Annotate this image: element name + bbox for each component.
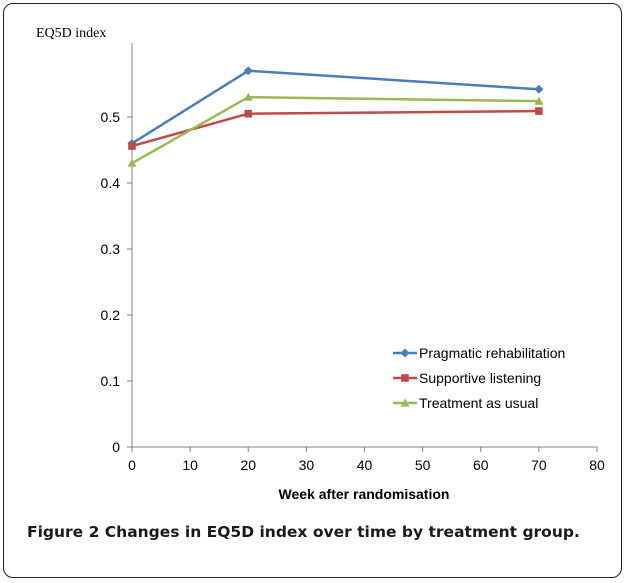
series-treatment-as-usual — [127, 92, 544, 167]
data-point — [244, 109, 253, 118]
data-point — [243, 66, 253, 76]
x-tick-label: 40 — [357, 457, 373, 473]
x-tick-label: 10 — [182, 457, 198, 473]
x-axis-label: Week after randomisation — [279, 486, 450, 502]
legend-marker — [400, 348, 410, 358]
series-line — [131, 69, 539, 145]
data-point — [127, 158, 137, 167]
figure-caption: Figure 2 Changes in EQ5D index over time… — [27, 523, 617, 541]
legend-item: Pragmatic rehabilitation — [393, 345, 565, 361]
y-tick-label: 0.1 — [101, 373, 121, 389]
x-tick-label: 50 — [415, 457, 431, 473]
x-tick-label: 60 — [473, 457, 489, 473]
series-pragmatic-rehabilitation — [127, 66, 544, 148]
legend-marker — [400, 398, 410, 407]
x-tick-label: 30 — [299, 457, 315, 473]
caption-label: Figure 2 — [27, 523, 100, 541]
legend-label: Treatment as usual — [419, 395, 538, 411]
y-ticks: 0 0.1 0.2 0.3 0.4 0.5 — [101, 109, 132, 455]
legend: Pragmatic rehabilitation Supportive liste… — [393, 345, 565, 411]
y-tick-label: 0.3 — [101, 241, 121, 257]
caption-text: Changes in EQ5D index over time by treat… — [104, 523, 580, 541]
x-tick-label: 0 — [128, 457, 136, 473]
x-tick-label: 70 — [531, 457, 547, 473]
y-tick-label: 0.5 — [101, 109, 121, 125]
legend-item: Supportive listening — [393, 370, 541, 386]
y-tick-label: 0.4 — [101, 175, 121, 191]
y-tick-label: 0 — [112, 439, 120, 455]
legend-label: Pragmatic rehabilitation — [419, 345, 565, 361]
data-point — [128, 142, 136, 150]
data-point — [535, 107, 543, 115]
x-tick-label: 20 — [240, 457, 256, 473]
data-point — [243, 92, 253, 101]
series-group — [127, 66, 544, 167]
x-tick-label: 80 — [589, 457, 605, 473]
data-point — [534, 96, 544, 105]
legend-label: Supportive listening — [419, 370, 541, 386]
data-point — [534, 84, 544, 94]
legend-marker — [401, 374, 409, 382]
axes — [131, 43, 597, 448]
series-supportive-listening — [128, 107, 543, 150]
x-ticks: 0 10 20 30 40 50 60 70 80 — [128, 447, 605, 473]
legend-item: Treatment as usual — [393, 395, 538, 411]
y-tick-label: 0.2 — [101, 307, 121, 323]
y-axis-label: EQ5D index — [36, 26, 106, 41]
